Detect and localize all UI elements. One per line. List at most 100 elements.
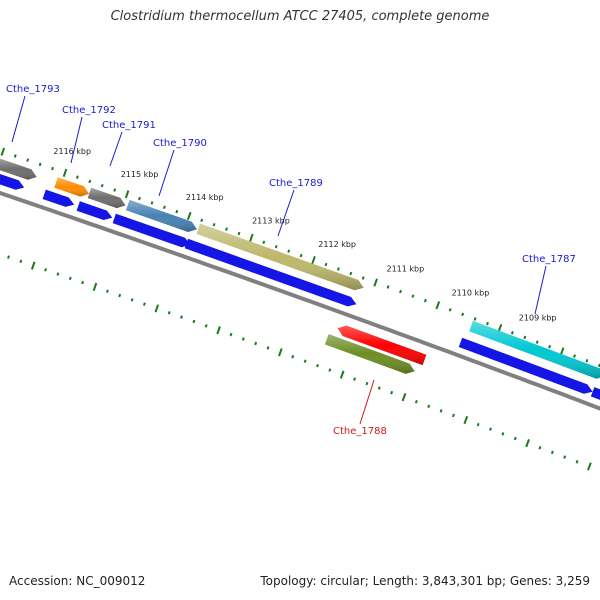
outer-tick [510, 331, 514, 335]
gene-leader-line [70, 116, 83, 164]
scale-label: 2115 kbp [121, 170, 159, 179]
inner-tick [489, 427, 492, 431]
outer-tick [249, 233, 254, 243]
cds-feature [76, 201, 113, 220]
outer-tick [38, 162, 42, 167]
gene-leader-line [359, 379, 375, 425]
inner-tick [105, 289, 109, 293]
outer-tick [435, 301, 441, 310]
gene-feature-shading [0, 158, 37, 180]
inner-tick [427, 404, 431, 409]
outer-tick [523, 335, 527, 340]
accession-text: Accession: NC_009012 [9, 574, 146, 588]
inner-tick [142, 302, 146, 306]
scale-labels: 2116 kbp 2115 kbp 2114 kbp 2113 kbp 2112 kbp… [53, 147, 556, 322]
cds-feature [184, 238, 357, 307]
inner-tick [118, 293, 122, 298]
outer-tick [212, 222, 216, 227]
inner-tick [377, 386, 381, 390]
outer-tick [51, 166, 54, 171]
gene-label: Cthe_1793 [6, 84, 60, 95]
inner-tick [204, 324, 208, 328]
outer-tick [473, 317, 477, 321]
cds-features [0, 174, 600, 400]
inner-tick [328, 368, 332, 372]
inner-tick [365, 381, 369, 386]
inner-tick [192, 319, 196, 324]
outer-tick [75, 175, 79, 179]
map-title: Clostridium thermocellum ATCC 27405, com… [110, 9, 490, 24]
outer-tick [386, 285, 390, 289]
outer-tick [274, 244, 278, 249]
inner-tick [44, 268, 48, 272]
inner-tick [439, 409, 443, 413]
inner-tick [216, 326, 221, 335]
inner-tick [353, 377, 357, 381]
outer-tick [200, 218, 204, 223]
inner-tick [56, 272, 60, 276]
gene-feature-shading [469, 320, 600, 379]
gene-features [0, 158, 600, 379]
cds-feature [590, 387, 600, 400]
outer-tick [88, 179, 92, 184]
gene-leader-line [534, 265, 547, 315]
scale-label: 2110 kbp [452, 288, 490, 297]
outer-tick [486, 321, 489, 326]
inner-tick-ring [7, 255, 592, 471]
outer-tick [411, 294, 415, 298]
outer-tick [225, 227, 228, 231]
inner-tick [501, 432, 505, 436]
inner-tick [316, 363, 319, 368]
outer-tick [175, 209, 179, 214]
scale-label: 2109 kbp [519, 313, 557, 322]
cds-feature [0, 174, 25, 190]
outer-tick [162, 205, 166, 210]
inner-tick [390, 390, 394, 395]
inner-tick [587, 462, 592, 471]
outer-tick [559, 347, 565, 356]
gene-feature-shading [196, 223, 364, 291]
outer-tick [311, 255, 316, 265]
genome-backbone [0, 190, 600, 411]
outer-tick [13, 154, 17, 158]
outer-tick [62, 168, 68, 178]
outer-tick [324, 262, 328, 267]
gene-label: Cthe_1789 [269, 178, 323, 189]
outer-tick [262, 240, 266, 245]
outer-tick [124, 190, 130, 199]
gene-label: Cthe_1788 [333, 426, 387, 437]
inner-tick [463, 415, 469, 425]
inner-tick [339, 370, 345, 379]
outer-tick [186, 211, 192, 221]
gene-label: Cthe_1790 [153, 138, 207, 149]
topology-text: Topology: circular; Length: 3,843,301 bp… [260, 574, 590, 588]
outer-tick [336, 267, 340, 271]
outer-tick [461, 312, 465, 317]
outer-tick [423, 298, 427, 303]
inner-tick [154, 304, 160, 313]
inner-tick [550, 450, 554, 455]
cds-feature [42, 189, 75, 207]
inner-tick [266, 346, 270, 350]
outer-tick [349, 271, 353, 276]
outer-tick [573, 354, 576, 358]
outer-tick [26, 158, 30, 162]
scale-label: 2111 kbp [387, 265, 425, 274]
gene-label: Cthe_1787 [522, 254, 576, 265]
outer-tick [373, 278, 378, 287]
inner-tick [291, 354, 295, 359]
outer-tick [361, 276, 365, 280]
scale-label: 2113 kbp [252, 216, 290, 225]
scale-label: 2114 kbp [186, 193, 224, 202]
inner-tick [538, 446, 542, 450]
inner-tick [575, 460, 579, 464]
inner-tick [451, 413, 455, 418]
outer-tick [535, 340, 539, 344]
inner-tick [525, 439, 530, 448]
inner-tick [414, 399, 418, 404]
cds-feature [112, 213, 191, 248]
outer-tick [237, 231, 241, 236]
outer-tick [150, 201, 154, 205]
